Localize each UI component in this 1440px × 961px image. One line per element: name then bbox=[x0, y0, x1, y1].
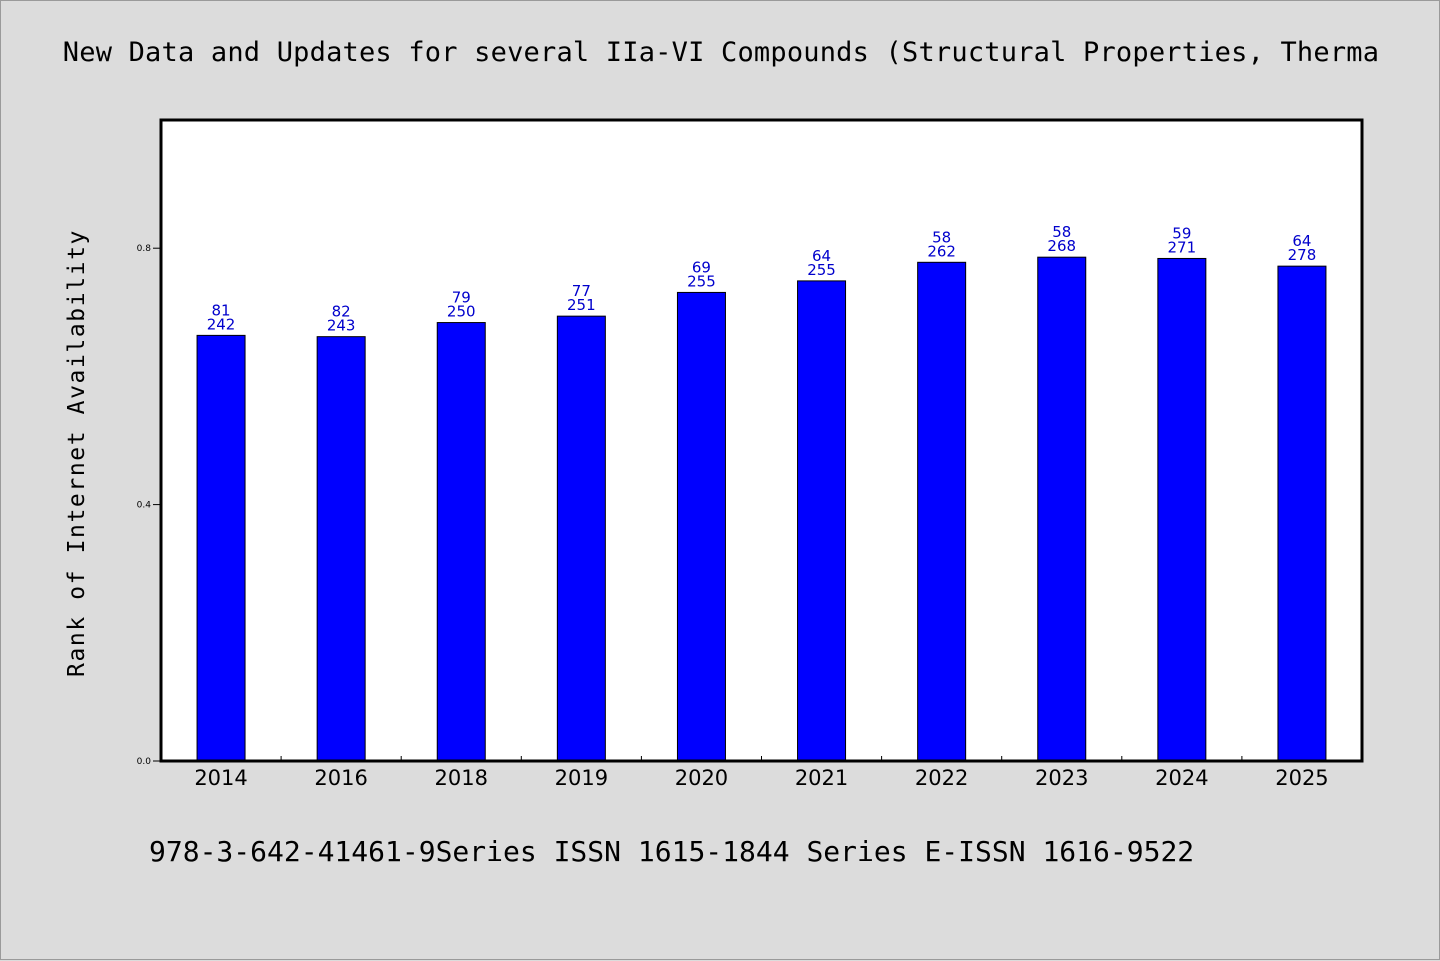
bar-label-top: 58 bbox=[1052, 223, 1071, 241]
bar-label-top: 64 bbox=[812, 247, 831, 265]
x-tick-label: 2025 bbox=[1275, 766, 1328, 790]
footer-text: 978-3-642-41461-9Series ISSN 1615-1844 S… bbox=[149, 835, 1195, 868]
y-tick-label: 0.4 bbox=[137, 501, 152, 511]
bar-label-bottom: 262 bbox=[927, 242, 956, 260]
y-tick-label: 0.8 bbox=[137, 244, 152, 254]
x-tick-label: 2019 bbox=[555, 766, 608, 790]
x-tick-label: 2021 bbox=[795, 766, 848, 790]
bar bbox=[917, 261, 967, 762]
x-tick-label: 2018 bbox=[435, 766, 488, 790]
bar-label-bottom: 242 bbox=[207, 315, 236, 333]
bar-label-top: 77 bbox=[572, 282, 591, 300]
bar bbox=[797, 280, 847, 762]
bar-label-top: 64 bbox=[1292, 232, 1311, 250]
x-tick-label: 2024 bbox=[1155, 766, 1208, 790]
bar-label-bottom: 255 bbox=[807, 261, 836, 279]
bar bbox=[1277, 265, 1327, 762]
bar bbox=[316, 336, 366, 762]
x-tick-label: 2014 bbox=[194, 766, 247, 790]
x-tick-label: 2022 bbox=[915, 766, 968, 790]
chart-title: New Data and Updates for several IIa-VI … bbox=[62, 37, 1380, 68]
bar-label-bottom: 278 bbox=[1288, 246, 1317, 264]
bar bbox=[676, 291, 726, 762]
x-tick-label: 2020 bbox=[675, 766, 728, 790]
bar-label-top: 59 bbox=[1172, 224, 1191, 242]
bar-label-top: 81 bbox=[212, 301, 231, 319]
bar bbox=[556, 315, 606, 762]
x-tick-label: 2016 bbox=[314, 766, 367, 790]
bar-label-bottom: 251 bbox=[567, 296, 596, 314]
bar-label-top: 79 bbox=[452, 289, 471, 307]
bar-label-top: 82 bbox=[332, 303, 351, 321]
y-tick-label: 0.0 bbox=[137, 757, 152, 767]
bar bbox=[1157, 257, 1207, 762]
bar-label-top: 69 bbox=[692, 258, 711, 276]
bar-label-bottom: 243 bbox=[327, 317, 356, 335]
bar bbox=[196, 334, 246, 762]
bar-label-bottom: 250 bbox=[447, 303, 476, 321]
bar bbox=[1037, 256, 1087, 762]
bar-label-bottom: 255 bbox=[687, 272, 716, 290]
bar-label-bottom: 268 bbox=[1047, 237, 1076, 255]
bar bbox=[436, 322, 486, 762]
plot-frame bbox=[159, 118, 1364, 763]
x-tick-label: 2023 bbox=[1035, 766, 1088, 790]
bar-label-top: 58 bbox=[932, 228, 951, 246]
bar-label-bottom: 271 bbox=[1168, 238, 1197, 256]
